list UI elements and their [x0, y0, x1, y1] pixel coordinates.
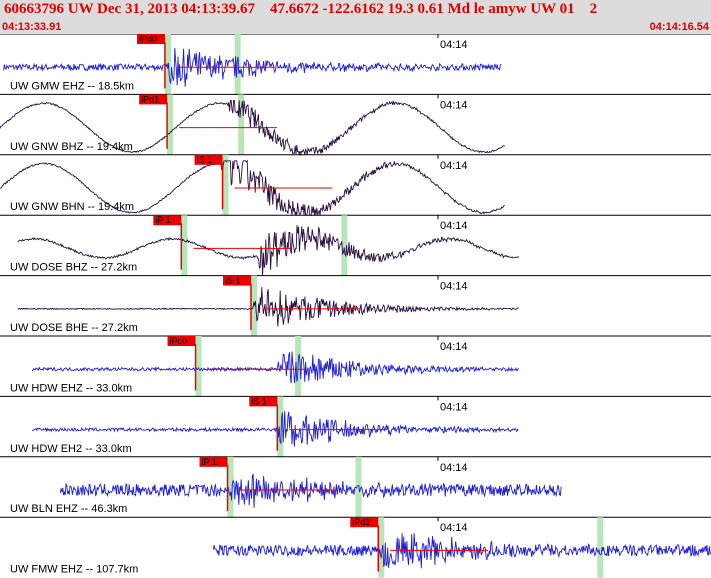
event-title: 60663796 UW Dec 31, 2013 04:13:39.67 47.… [4, 1, 598, 17]
waveform-trace [17, 287, 519, 327]
p-window [195, 336, 202, 397]
waveform-trace [3, 47, 502, 87]
pick-label: iP 1 [155, 215, 170, 225]
station-label: UW HDW EHZ -- 33.0km [10, 382, 132, 394]
pick-flag[interactable] [136, 34, 165, 44]
pick-label: iPc0 [170, 336, 188, 346]
station-label: UW BLN EHZ -- 46.3km [10, 503, 127, 515]
pick-flag[interactable] [167, 336, 196, 346]
pick-flag[interactable] [199, 456, 228, 467]
pick-flag[interactable] [350, 517, 379, 528]
p-window [277, 396, 284, 457]
station-label: UW GNW BHN -- 19.4km [10, 201, 134, 213]
time-label: 04:14 [440, 281, 468, 293]
time-label: 04:14 [440, 462, 468, 474]
p-window [250, 275, 257, 336]
pick-label: iP 1 [202, 457, 217, 467]
time-label: 04:14 [440, 39, 468, 51]
waveform-trace [59, 473, 562, 508]
waveform-trace [0, 99, 506, 156]
station-label: UW DOSE BHZ -- 27.2km [10, 262, 137, 274]
s-window [341, 215, 348, 276]
s-window [238, 94, 245, 155]
station-label: UW GNW BHZ -- 19.4km [10, 141, 133, 153]
time-label: 04:14 [440, 341, 468, 353]
pick-label: iPd0 [139, 34, 157, 44]
p-window [181, 215, 188, 276]
s-window [597, 517, 604, 578]
time-label: 04:14 [440, 220, 468, 232]
header-bar: 60663796 UW Dec 31, 2013 04:13:39.67 47.… [0, 0, 711, 34]
pick-flag[interactable] [194, 154, 223, 165]
station-label: UW DOSE BHE -- 27.2km [10, 322, 138, 334]
waveform-trace [17, 225, 519, 276]
station-label: UW GMW EHZ -- 18.5km [10, 80, 134, 92]
s-window [355, 456, 362, 518]
pick-label: iS 1 [225, 276, 241, 286]
pick-label: iPd1 [352, 517, 370, 527]
station-label: UW FMW EHZ -- 107.7km [10, 564, 138, 576]
p-window [167, 94, 174, 155]
time-label: 04:14 [440, 522, 468, 534]
pick-flag[interactable] [139, 94, 168, 105]
start-time: 04:13:33.91 [2, 21, 62, 33]
pick-flag[interactable] [249, 396, 278, 407]
waveform-trace [32, 351, 519, 384]
station-label: UW HDW EH2 -- 33.0km [10, 443, 132, 455]
end-time: 04:14:16.54 [649, 21, 709, 33]
time-label: 04:14 [440, 99, 468, 111]
pick-label: iPd1 [141, 94, 159, 104]
time-label: 04:14 [440, 401, 468, 413]
p-window [378, 517, 385, 578]
waveform-trace [212, 533, 711, 569]
waveform-trace [0, 159, 505, 217]
p-window [222, 154, 229, 216]
pick-flag[interactable] [153, 215, 182, 226]
seismogram-panel[interactable]: 04:14 iPd0 UW GMW EHZ -- 18.5km 04:14 iPd1 UW… [0, 34, 711, 578]
waveform-trace [31, 410, 519, 447]
pick-label: iS 1 [251, 396, 267, 406]
p-window [227, 456, 234, 518]
pick-label: iS 1 [197, 155, 213, 165]
pick-flag[interactable] [222, 275, 251, 286]
time-label: 04:14 [440, 160, 468, 172]
s-window [234, 34, 241, 95]
